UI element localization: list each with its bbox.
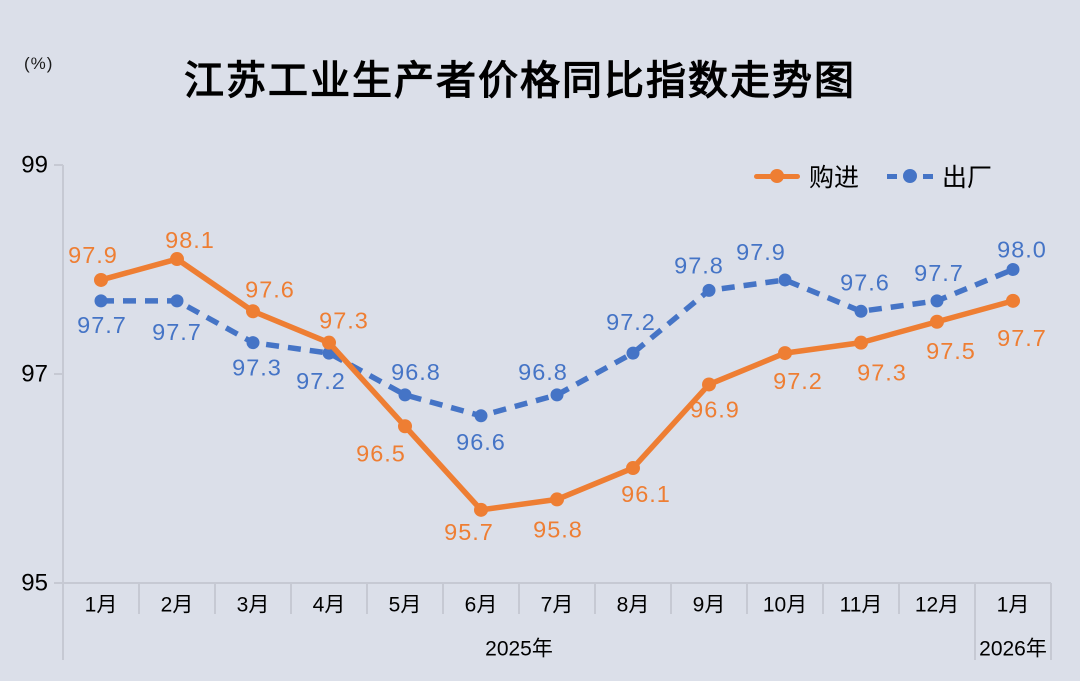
series-purchase-marker	[170, 252, 184, 267]
x-tick-label: 4月	[313, 594, 346, 617]
y-axis-unit-label: (%)	[24, 54, 54, 73]
series-purchase-marker	[626, 461, 640, 476]
x-tick-label: 1月	[997, 594, 1030, 617]
series-exfactory-data-label: 97.7	[914, 260, 964, 286]
series-purchase-marker	[930, 314, 944, 329]
series-exfactory-marker	[398, 388, 412, 402]
series-purchase-data-label: 95.8	[533, 516, 583, 542]
series-exfactory-data-label: 97.6	[840, 269, 890, 295]
series-exfactory-data-label: 97.8	[674, 252, 724, 278]
x-tick-label: 11月	[840, 594, 883, 617]
y-tick-label: 95	[21, 570, 48, 597]
series-purchase-marker	[398, 419, 412, 434]
x-tick-label: 5月	[389, 594, 422, 617]
series-purchase-data-label: 97.3	[857, 360, 907, 386]
series-purchase-marker	[474, 502, 488, 517]
series-purchase-data-label: 97.7	[997, 325, 1047, 351]
series-exfactory-marker	[778, 273, 792, 287]
series-exfactory-data-label: 98.0	[997, 237, 1047, 263]
series-purchase-data-label: 97.9	[68, 242, 118, 268]
legend-item-exfactory: 出厂	[886, 158, 992, 194]
series-exfactory-data-label: 97.3	[232, 355, 282, 381]
series-purchase-marker	[1006, 293, 1020, 308]
series-purchase-data-label: 96.1	[621, 481, 671, 507]
series-purchase-marker	[702, 377, 716, 392]
series-purchase-data-label: 98.1	[165, 227, 215, 253]
series-exfactory-data-label: 96.6	[456, 429, 506, 455]
x-tick-label: 7月	[541, 594, 574, 617]
series-exfactory-marker	[246, 336, 260, 350]
series-exfactory-data-label: 97.2	[296, 368, 346, 394]
x-tick-label: 8月	[617, 594, 650, 617]
series-purchase-data-label: 97.5	[926, 338, 976, 364]
series-purchase-data-label: 96.9	[690, 396, 740, 422]
series-exfactory-marker	[930, 294, 944, 308]
series-purchase-marker	[246, 304, 260, 319]
x-axis-year-label: 2025年	[485, 638, 553, 661]
legend: 购进 出厂	[753, 158, 992, 194]
x-tick-label: 1月	[85, 594, 118, 617]
exfactory-dashed-line-swatch-icon	[886, 173, 933, 179]
series-purchase-data-label: 95.7	[444, 519, 494, 545]
x-tick-label: 10月	[763, 594, 807, 617]
series-exfactory-marker	[170, 294, 184, 308]
y-tick-label: 99	[21, 152, 48, 179]
series-exfactory-data-label: 97.7	[152, 319, 202, 345]
x-tick-label: 9月	[693, 594, 726, 617]
y-tick-label: 97	[21, 361, 48, 388]
series-exfactory-data-label: 96.8	[391, 359, 441, 385]
series-purchase-marker	[94, 272, 108, 287]
series-exfactory-marker	[854, 304, 868, 318]
legend-item-purchase: 购进	[753, 158, 859, 194]
series-exfactory-marker	[474, 409, 488, 423]
series-exfactory-marker	[1006, 263, 1020, 276]
series-purchase-marker	[322, 335, 336, 350]
series-exfactory-data-label: 97.7	[77, 312, 127, 338]
chart-title: 江苏工业生产者价格同比指数走势图	[184, 59, 856, 103]
x-tick-label: 2月	[161, 594, 194, 617]
x-axis-year-label: 2026年	[979, 638, 1047, 661]
series-exfactory-marker	[94, 294, 108, 308]
legend-label-purchase: 购进	[808, 164, 859, 192]
purchase-line-swatch-icon	[753, 173, 800, 179]
series-exfactory-marker	[550, 388, 564, 402]
series-exfactory-marker	[702, 283, 716, 297]
series-exfactory-data-label: 96.8	[518, 359, 568, 385]
series-exfactory-data-label: 97.2	[606, 309, 656, 335]
series-purchase-marker	[854, 335, 868, 350]
series-purchase-data-label: 96.5	[356, 440, 406, 466]
series-purchase-data-label: 97.2	[773, 368, 823, 394]
series-purchase-marker	[550, 492, 564, 507]
x-tick-label: 6月	[465, 594, 498, 617]
x-tick-label: 12月	[915, 594, 959, 617]
series-exfactory-marker	[626, 346, 640, 360]
x-tick-label: 3月	[237, 594, 270, 617]
series-purchase-data-label: 97.6	[245, 276, 295, 302]
series-purchase-data-label: 97.3	[319, 308, 369, 334]
series-purchase-marker	[778, 346, 792, 361]
series-exfactory-data-label: 97.9	[736, 239, 786, 265]
legend-label-exfactory: 出厂	[941, 164, 992, 192]
